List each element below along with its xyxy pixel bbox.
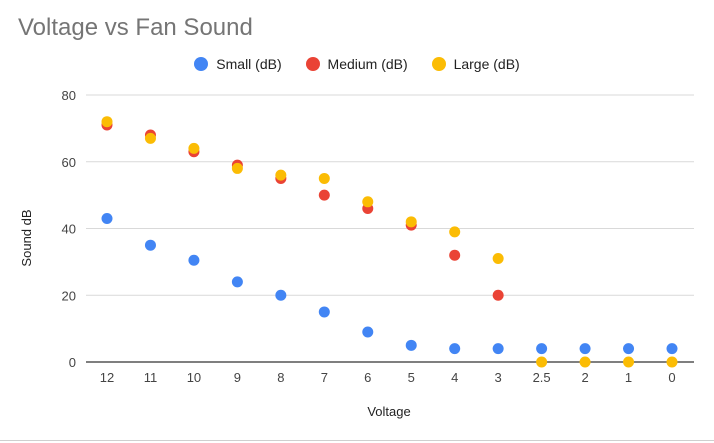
data-point-series-0-5[interactable] xyxy=(318,306,330,318)
data-point-series-2-7[interactable] xyxy=(405,216,417,228)
data-point-series-2-0[interactable] xyxy=(101,116,113,128)
x-tick-label: 6 xyxy=(364,370,371,385)
data-point-series-2-9[interactable] xyxy=(492,253,504,265)
data-point-series-0-8[interactable] xyxy=(449,343,461,355)
data-point-series-0-2[interactable] xyxy=(188,254,200,266)
data-point-series-0-12[interactable] xyxy=(623,343,635,355)
legend-marker-large xyxy=(431,57,446,71)
x-tick-label: 2.5 xyxy=(533,370,551,385)
data-point-series-0-4[interactable] xyxy=(275,289,287,301)
y-tick-label: 60 xyxy=(62,155,76,170)
x-tick-label: 10 xyxy=(187,370,201,385)
data-point-series-2-5[interactable] xyxy=(318,172,330,184)
data-point-series-2-13[interactable] xyxy=(666,356,678,368)
bottom-divider xyxy=(0,440,714,441)
data-point-series-0-10[interactable] xyxy=(536,343,548,355)
legend-item-small[interactable]: Small (dB) xyxy=(194,56,282,72)
data-point-series-1-5[interactable] xyxy=(318,189,330,201)
legend-item-medium[interactable]: Medium (dB) xyxy=(305,56,408,72)
data-point-series-2-6[interactable] xyxy=(362,196,374,208)
gridlines xyxy=(86,94,694,296)
legend-item-large[interactable]: Large (dB) xyxy=(431,56,520,72)
y-tick-label: 0 xyxy=(69,355,76,370)
x-tick-label: 9 xyxy=(234,370,241,385)
x-tick-label: 11 xyxy=(144,370,158,385)
y-tick-label: 80 xyxy=(62,88,76,103)
data-point-series-2-11[interactable] xyxy=(579,356,591,368)
data-point-series-0-11[interactable] xyxy=(579,343,591,355)
data-point-series-0-0[interactable] xyxy=(101,212,113,224)
x-tick-label: 2 xyxy=(581,370,588,385)
data-point-series-0-9[interactable] xyxy=(492,343,504,355)
data-point-series-0-6[interactable] xyxy=(362,326,374,338)
legend-marker-medium xyxy=(305,57,320,71)
data-point-series-2-12[interactable] xyxy=(623,356,635,368)
x-axis-title: Voltage xyxy=(367,404,410,419)
y-axis-title: Sound dB xyxy=(19,209,34,266)
data-point-series-1-8[interactable] xyxy=(449,249,461,261)
data-point-series-2-2[interactable] xyxy=(188,142,200,154)
legend-label-small: Small (dB) xyxy=(216,56,282,72)
data-point-series-2-8[interactable] xyxy=(449,226,461,238)
data-point-series-2-3[interactable] xyxy=(231,162,243,174)
y-tick-label: 20 xyxy=(62,288,76,303)
x-tick-label: 0 xyxy=(668,370,675,385)
data-point-series-2-4[interactable] xyxy=(275,169,287,181)
legend-label-medium: Medium (dB) xyxy=(327,56,408,72)
x-tick-label: 8 xyxy=(277,370,284,385)
x-tick-label: 4 xyxy=(451,370,458,385)
data-point-series-0-1[interactable] xyxy=(144,239,156,251)
data-point-series-0-7[interactable] xyxy=(405,339,417,351)
legend-marker-small xyxy=(194,57,209,71)
x-tick-label: 1 xyxy=(625,370,632,385)
x-tick-label: 12 xyxy=(100,370,114,385)
chart-title: Voltage vs Fan Sound xyxy=(18,14,253,41)
x-tick-label: 5 xyxy=(408,370,415,385)
data-point-series-0-3[interactable] xyxy=(231,276,243,288)
x-tick-label: 7 xyxy=(321,370,328,385)
y-tick-label: 40 xyxy=(62,222,76,237)
legend-label-large: Large (dB) xyxy=(453,56,520,72)
data-point-series-2-10[interactable] xyxy=(536,356,548,368)
data-point-series-1-9[interactable] xyxy=(492,289,504,301)
x-tick-label: 3 xyxy=(495,370,502,385)
data-point-series-0-13[interactable] xyxy=(666,343,678,355)
data-points xyxy=(101,116,678,368)
data-point-series-2-1[interactable] xyxy=(144,132,156,144)
legend: Small (dB) Medium (dB) Large (dB) xyxy=(0,56,714,74)
